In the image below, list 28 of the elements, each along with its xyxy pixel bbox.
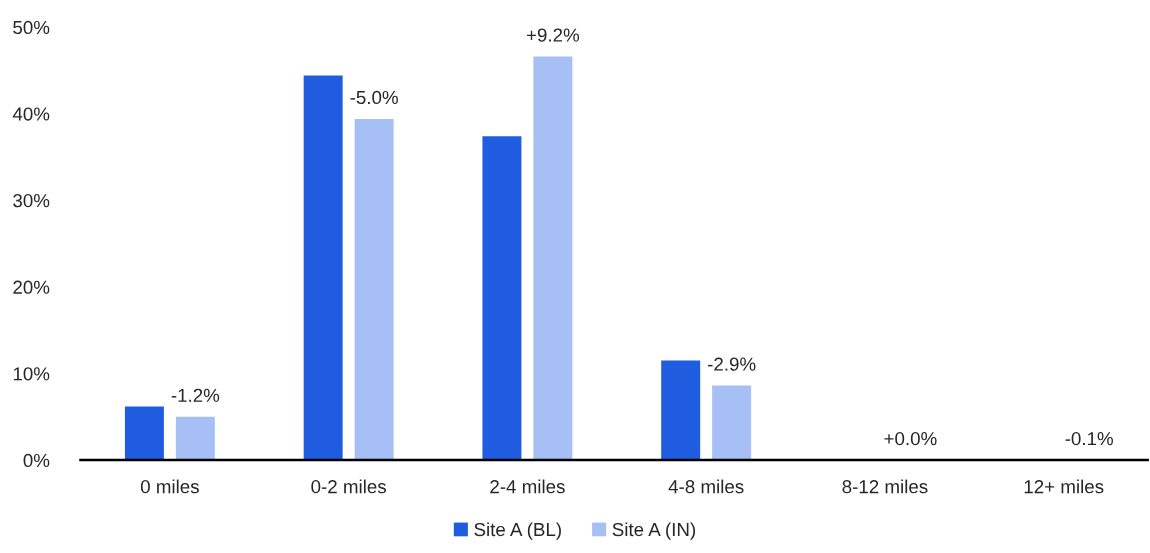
annotation: -5.0%: [350, 90, 398, 105]
bar: [533, 56, 573, 461]
annotation: -2.9%: [707, 357, 756, 371]
bar: [354, 118, 394, 461]
y-tick-label: 30%: [13, 194, 50, 208]
x-tick-label: 8-12 miles: [842, 479, 928, 494]
bar: [712, 385, 752, 461]
annotation: -1.2%: [171, 388, 220, 402]
annotation: -0.1%: [1065, 432, 1113, 446]
y-tick-label: 40%: [12, 107, 50, 121]
bar: [175, 416, 215, 461]
x-tick-label: 12+ miles: [1024, 479, 1104, 494]
x-tick-label: 2-4 miles: [490, 479, 565, 494]
annotation: +9.2%: [526, 28, 580, 42]
y-tick-label: 10%: [13, 367, 50, 381]
x-tick-label: 4-8 miles: [668, 479, 744, 494]
bar: [661, 360, 701, 461]
legend-label: Site A (BL): [474, 522, 561, 540]
x-tick-label: 0 miles: [140, 479, 199, 494]
bar: [124, 406, 164, 461]
bar: [482, 136, 522, 461]
y-tick-label: 0%: [23, 453, 50, 468]
y-tick-label: 20%: [13, 280, 50, 294]
annotation: +0.0%: [884, 432, 937, 446]
y-tick-label: 50%: [13, 20, 50, 35]
bar: [303, 75, 343, 461]
x-tick-label: 0-2 miles: [311, 479, 386, 494]
legend-label: Site A (IN): [612, 522, 696, 540]
